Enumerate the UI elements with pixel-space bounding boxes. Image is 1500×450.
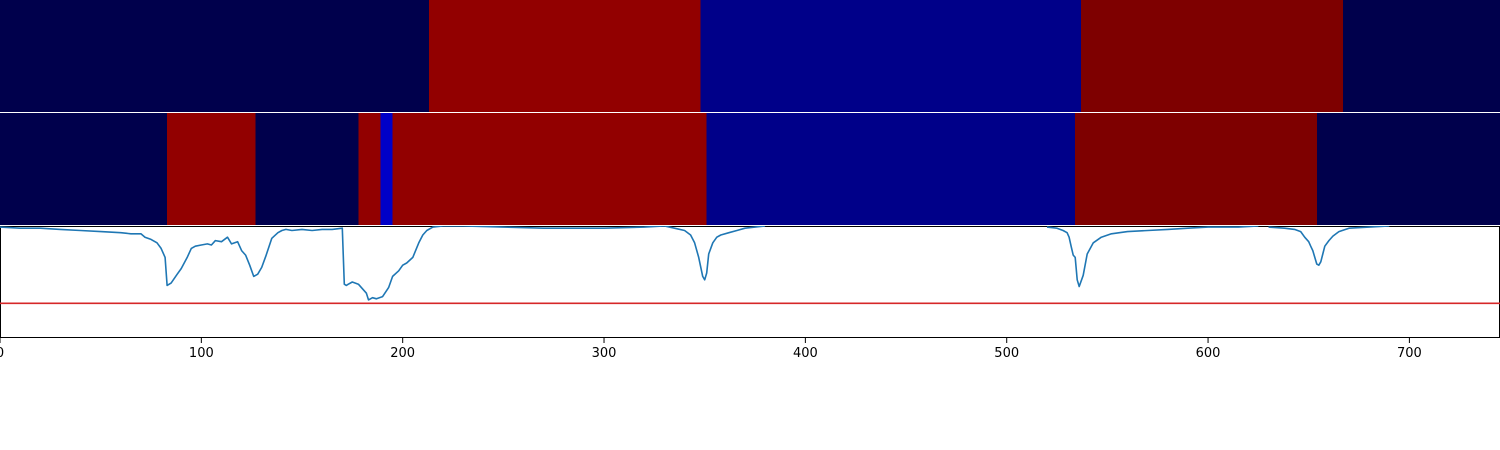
middle-heatmap-strip (0, 113, 1500, 225)
x-tick-label: 700 (1397, 346, 1422, 361)
heatmap-segment (392, 113, 707, 225)
score-line (1046, 226, 1259, 288)
heatmap-segment (1342, 0, 1500, 112)
heatmap-segment (1075, 113, 1317, 225)
x-tick-label: 0 (0, 346, 4, 361)
heatmap-segment (428, 0, 701, 112)
heatmap-segment (706, 113, 1076, 225)
heatmap-segment (1316, 113, 1500, 225)
score-line (1268, 226, 1390, 267)
x-tick-label: 200 (390, 346, 415, 361)
heatmap-segment (167, 113, 256, 225)
x-tick-label: 500 (994, 346, 1019, 361)
heatmap-segment (0, 0, 429, 112)
heatmap-segment (0, 113, 168, 225)
plot-frame (0, 226, 1500, 338)
x-tick-label: 400 (793, 346, 818, 361)
line-plot-panel (0, 226, 1500, 338)
heatmap-segment (1081, 0, 1343, 112)
heatmap-segment (255, 113, 359, 225)
x-axis: 0 100 200 300 400 500 600 700 (0, 338, 1422, 361)
top-heatmap-strip (0, 0, 1500, 112)
heatmap-segment (700, 0, 1082, 112)
x-tick-label: 100 (189, 346, 214, 361)
heatmap-segment (380, 113, 393, 225)
x-tick-label: 300 (592, 346, 617, 361)
score-line (0, 226, 766, 301)
x-tick-label: 600 (1196, 346, 1221, 361)
heatmap-segment (358, 113, 381, 225)
